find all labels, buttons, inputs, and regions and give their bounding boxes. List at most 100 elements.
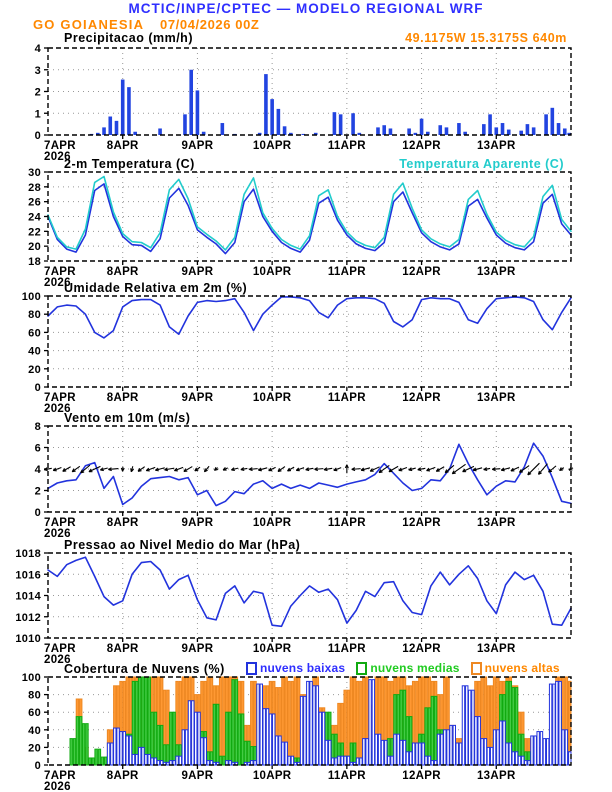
svg-text:7APR: 7APR — [44, 517, 76, 529]
svg-text:1016: 1016 — [15, 569, 41, 581]
svg-text:1012: 1012 — [15, 612, 41, 624]
svg-text:8APR: 8APR — [107, 140, 139, 152]
svg-text:2026: 2026 — [44, 403, 71, 415]
panel-title-temperature: 2-m Temperatura (C) — [64, 157, 195, 171]
svg-text:24: 24 — [28, 212, 41, 224]
svg-text:11APR: 11APR — [328, 392, 366, 404]
svg-text:12APR: 12APR — [402, 140, 441, 152]
svg-text:0: 0 — [35, 507, 41, 519]
cloud-cover-legend: nuvens baixas nuvens medias nuvens altas — [246, 661, 560, 675]
apparent-temperature-legend: Temperatura Aparente (C) — [399, 157, 564, 171]
svg-text:20: 20 — [28, 241, 41, 253]
page-title: MCTIC/INPE/CPTEC — MODELO REGIONAL WRF — [128, 1, 484, 16]
model-run-datetime: 07/04/2026 00Z — [160, 17, 260, 32]
svg-text:1014: 1014 — [15, 591, 41, 603]
station-coordinates: 49.1175W 15.3175S 640m — [405, 31, 567, 45]
svg-text:12APR: 12APR — [402, 266, 441, 278]
svg-text:3: 3 — [35, 65, 41, 77]
station-name: GO GOIANESIA — [33, 17, 145, 32]
svg-text:9APR: 9APR — [181, 266, 213, 278]
svg-text:10APR: 10APR — [253, 770, 292, 782]
svg-text:10APR: 10APR — [253, 643, 292, 655]
svg-text:100: 100 — [22, 291, 41, 303]
svg-text:11APR: 11APR — [328, 770, 366, 782]
svg-text:12APR: 12APR — [402, 392, 441, 404]
svg-text:13APR: 13APR — [477, 517, 516, 529]
high-clouds-swatch-icon — [470, 661, 482, 675]
svg-text:7APR: 7APR — [44, 266, 76, 278]
svg-text:13APR: 13APR — [477, 266, 516, 278]
svg-text:26: 26 — [28, 197, 41, 209]
svg-text:11APR: 11APR — [328, 643, 366, 655]
svg-text:9APR: 9APR — [181, 392, 213, 404]
svg-text:12APR: 12APR — [402, 643, 441, 655]
svg-text:8APR: 8APR — [107, 392, 139, 404]
svg-text:18: 18 — [28, 256, 41, 268]
svg-text:28: 28 — [28, 182, 41, 194]
svg-text:20: 20 — [28, 364, 41, 376]
svg-text:60: 60 — [28, 707, 41, 719]
svg-text:20: 20 — [28, 742, 41, 754]
svg-text:9APR: 9APR — [181, 140, 213, 152]
svg-text:8APR: 8APR — [107, 266, 139, 278]
svg-text:1010: 1010 — [15, 633, 41, 645]
panel-title-precipitation: Precipitacao (mm/h) — [64, 31, 193, 45]
svg-text:0: 0 — [35, 760, 41, 772]
svg-text:2026: 2026 — [44, 277, 71, 289]
svg-text:80: 80 — [28, 309, 41, 321]
svg-text:2026: 2026 — [44, 528, 71, 540]
panel-title-clouds: Cobertura de Nuvens (%) — [64, 662, 225, 676]
svg-text:40: 40 — [28, 725, 41, 737]
panel-title-wind: Vento em 10m (m/s) — [64, 411, 191, 425]
svg-text:0: 0 — [35, 130, 41, 142]
svg-text:11APR: 11APR — [328, 517, 366, 529]
svg-text:12APR: 12APR — [402, 517, 441, 529]
svg-text:2026: 2026 — [44, 151, 71, 163]
svg-text:8APR: 8APR — [107, 517, 139, 529]
svg-text:40: 40 — [28, 346, 41, 358]
svg-text:6: 6 — [35, 443, 41, 455]
low-clouds-swatch-icon — [246, 661, 257, 675]
svg-text:80: 80 — [28, 690, 41, 702]
svg-text:9APR: 9APR — [181, 643, 213, 655]
mid-clouds-swatch-icon — [356, 661, 368, 675]
svg-text:4: 4 — [35, 43, 42, 55]
svg-text:2: 2 — [35, 87, 41, 99]
legend-item-high-clouds: nuvens altas — [470, 661, 560, 675]
svg-text:13APR: 13APR — [477, 770, 516, 782]
svg-text:13APR: 13APR — [477, 643, 516, 655]
legend-label-low-clouds: nuvens baixas — [260, 661, 346, 675]
svg-text:7APR: 7APR — [44, 140, 76, 152]
svg-text:22: 22 — [28, 226, 41, 238]
svg-text:60: 60 — [28, 327, 41, 339]
svg-text:2026: 2026 — [44, 654, 71, 666]
svg-text:0: 0 — [35, 382, 41, 394]
svg-text:8: 8 — [35, 421, 41, 433]
svg-text:100: 100 — [22, 672, 41, 684]
legend-item-mid-clouds: nuvens medias — [356, 661, 459, 675]
svg-text:2026: 2026 — [44, 781, 71, 792]
svg-text:11APR: 11APR — [328, 266, 366, 278]
svg-text:12APR: 12APR — [402, 770, 441, 782]
svg-text:13APR: 13APR — [477, 140, 516, 152]
svg-text:7APR: 7APR — [44, 770, 76, 782]
svg-text:9APR: 9APR — [181, 770, 213, 782]
legend-label-high-clouds: nuvens altas — [484, 661, 560, 675]
svg-text:7APR: 7APR — [44, 392, 76, 404]
svg-text:10APR: 10APR — [253, 392, 292, 404]
svg-text:8APR: 8APR — [107, 770, 139, 782]
svg-text:30: 30 — [28, 167, 41, 179]
svg-text:2: 2 — [35, 486, 41, 498]
panel-title-pressure: Pressao ao Nivel Medio do Mar (hPa) — [64, 538, 301, 552]
svg-text:10APR: 10APR — [253, 517, 292, 529]
svg-text:7APR: 7APR — [44, 643, 76, 655]
svg-text:1018: 1018 — [15, 548, 41, 560]
svg-text:11APR: 11APR — [328, 140, 366, 152]
svg-text:1: 1 — [35, 108, 41, 120]
svg-text:4: 4 — [35, 464, 42, 476]
legend-label-mid-clouds: nuvens medias — [370, 661, 460, 675]
svg-text:9APR: 9APR — [181, 517, 213, 529]
legend-item-low-clouds: nuvens baixas — [246, 661, 345, 675]
svg-text:10APR: 10APR — [253, 266, 292, 278]
